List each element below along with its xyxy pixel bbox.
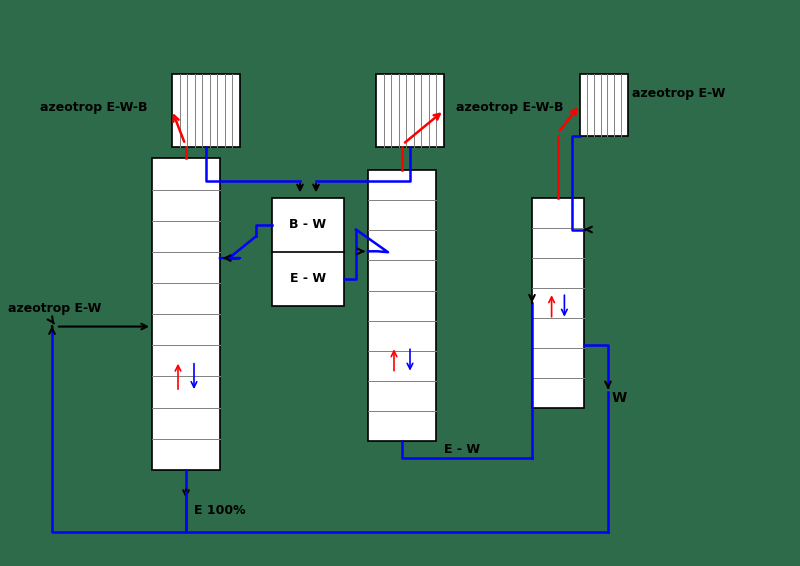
Text: E - W: E - W xyxy=(444,444,480,456)
Text: B - W: B - W xyxy=(290,218,326,231)
Bar xyxy=(532,198,584,408)
Text: azeotrop E-W-B: azeotrop E-W-B xyxy=(456,101,563,114)
Text: azeotrop E-W: azeotrop E-W xyxy=(8,302,102,315)
Text: W: W xyxy=(612,391,627,405)
Text: azeotrop E-W: azeotrop E-W xyxy=(632,87,726,100)
Bar xyxy=(172,74,240,147)
Bar xyxy=(272,198,344,306)
Bar xyxy=(580,74,628,136)
Text: azeotrop E-W-B: azeotrop E-W-B xyxy=(40,101,147,114)
Text: E - W: E - W xyxy=(290,272,326,285)
Bar xyxy=(376,74,444,147)
Text: E 100%: E 100% xyxy=(194,504,246,517)
Bar xyxy=(152,158,220,470)
Bar xyxy=(368,170,436,441)
